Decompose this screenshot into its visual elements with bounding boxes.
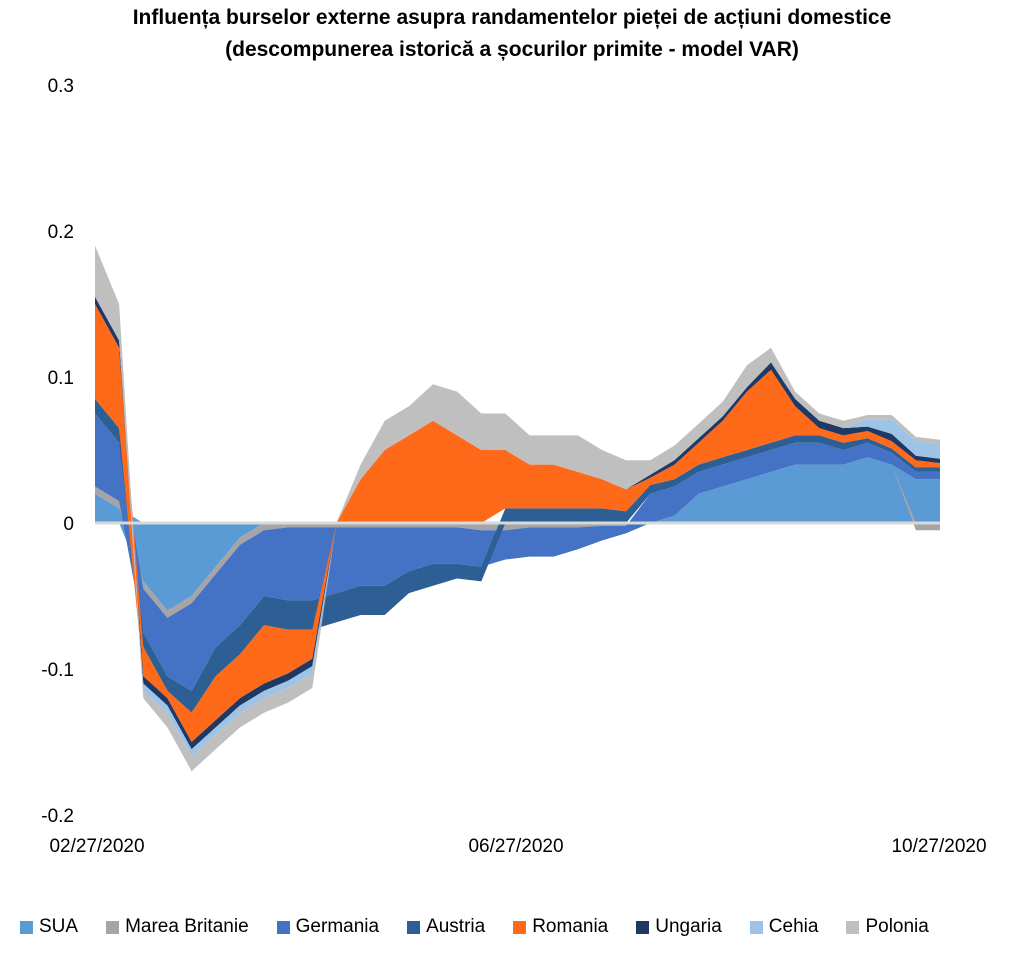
legend-item: Romania	[513, 916, 608, 938]
chart-subtitle: (descompunerea istorică a șocurilor prim…	[225, 38, 799, 61]
x-tick-label: 10/27/2020	[891, 836, 986, 857]
area-series-0	[95, 457, 940, 611]
legend-label: Ungaria	[655, 916, 722, 937]
legend-label: Polonia	[865, 916, 929, 937]
legend-swatch	[276, 920, 290, 934]
legend-swatch	[407, 920, 421, 934]
y-tick-label: 0.3	[48, 76, 74, 97]
legend-swatch	[106, 920, 120, 934]
legend: SUA Marea Britanie Germania Austria Romania U…	[20, 912, 1010, 942]
y-tick-label: 0.2	[48, 222, 74, 243]
x-tick-label: 06/27/2020	[468, 836, 563, 857]
legend-swatch	[636, 920, 650, 934]
legend-label: Romania	[532, 916, 609, 937]
y-tick-label: -0.2	[41, 806, 74, 827]
legend-label: Germania	[295, 916, 380, 937]
legend-swatch	[20, 920, 33, 934]
legend-label: Marea Britanie	[125, 916, 249, 937]
legend-swatch	[749, 920, 763, 934]
legend-label: SUA	[39, 916, 79, 937]
y-tick-label: 0.1	[48, 368, 74, 389]
y-tick-label: 0	[63, 514, 74, 535]
legend-item: Cehia	[749, 916, 819, 938]
legend-item: Germania	[276, 916, 380, 938]
legend-item: Ungaria	[636, 916, 722, 938]
legend-swatch	[513, 920, 527, 934]
y-tick-label: -0.1	[41, 660, 74, 681]
legend-item: Austria	[407, 916, 485, 938]
legend-label: Austria	[426, 916, 486, 937]
legend-item: SUA	[20, 916, 78, 938]
legend-item: Polonia	[846, 916, 929, 938]
x-tick-label: 02/27/2020	[49, 836, 144, 857]
legend-label: Cehia	[768, 916, 819, 937]
legend-item: Marea Britanie	[106, 916, 249, 938]
chart-title: Influența burselor externe asupra randam…	[132, 6, 892, 29]
legend-swatch	[846, 920, 860, 934]
area-series-5	[95, 296, 940, 750]
area-series-4	[95, 304, 940, 742]
x-axis: 02/27/2020 06/27/2020 10/27/2020	[49, 836, 986, 857]
area-series-2	[95, 413, 940, 691]
area-series-group	[95, 245, 940, 772]
y-axis: -0.2 -0.1 0 0.1 0.2 0.3	[41, 76, 74, 827]
